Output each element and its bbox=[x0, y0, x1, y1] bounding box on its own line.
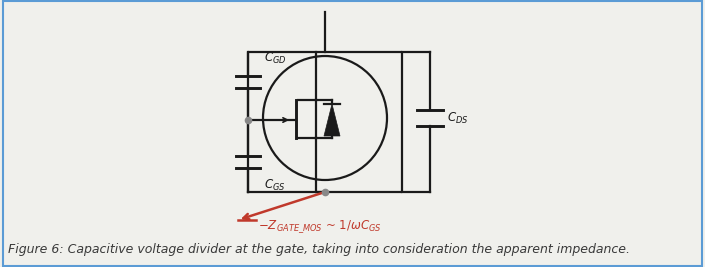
Polygon shape bbox=[324, 104, 340, 136]
Text: $C_{GS}$: $C_{GS}$ bbox=[264, 178, 286, 193]
Text: $C_{GD}$: $C_{GD}$ bbox=[264, 51, 286, 66]
Text: $C_{DS}$: $C_{DS}$ bbox=[447, 111, 469, 125]
Text: Figure 6: Capacitive voltage divider at the gate, taking into consideration the : Figure 6: Capacitive voltage divider at … bbox=[8, 243, 630, 256]
Text: $\mathregular{-Z_{GATE\_MOS}}$ ~ $1/\omega C_{GS}$: $\mathregular{-Z_{GATE\_MOS}}$ ~ $1/\ome… bbox=[258, 218, 381, 235]
